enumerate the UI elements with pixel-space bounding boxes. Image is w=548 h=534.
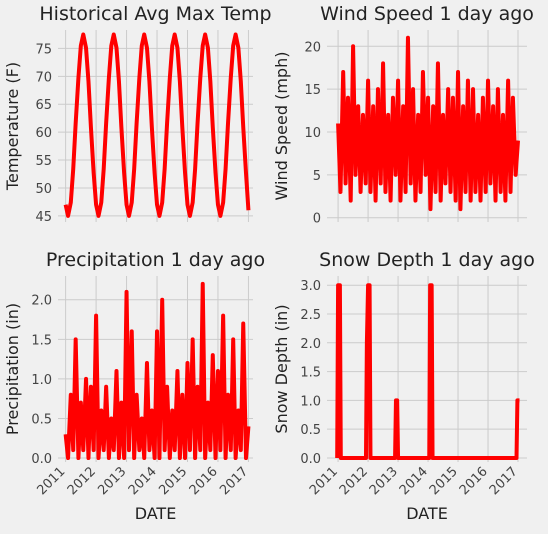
y-tick-label: 75 bbox=[35, 42, 52, 57]
y-tick-label: 10 bbox=[304, 126, 321, 141]
y-tick-label: 2.5 bbox=[300, 308, 321, 323]
y-axis-label: Wind Speed (mph) bbox=[272, 52, 291, 201]
y-tick-label: 1.0 bbox=[300, 394, 321, 409]
data-line bbox=[63, 32, 251, 218]
y-tick-label: 20 bbox=[304, 40, 321, 55]
y-tick-label: 50 bbox=[35, 182, 52, 197]
x-axis-label: DATE bbox=[135, 504, 177, 523]
chart-title: Wind Speed 1 day ago bbox=[320, 3, 534, 25]
y-tick-label: 55 bbox=[35, 154, 52, 169]
data-line bbox=[335, 283, 520, 460]
y-axis-label: Precipitation (in) bbox=[3, 303, 22, 435]
y-tick-label: 65 bbox=[35, 98, 52, 113]
y-tick-label: 15 bbox=[304, 83, 321, 98]
y-tick-label: 0.5 bbox=[300, 423, 321, 438]
y-tick-label: 0.0 bbox=[31, 452, 52, 467]
y-axis-label: Temperature (F) bbox=[3, 62, 22, 191]
y-axis-label: Snow Depth (in) bbox=[272, 304, 291, 433]
y-tick-label: 1.0 bbox=[31, 373, 52, 388]
y-tick-label: 45 bbox=[35, 210, 52, 225]
y-tick-label: 1.5 bbox=[31, 333, 52, 348]
chart-title: Historical Avg Max Temp bbox=[39, 3, 271, 25]
y-tick-label: 0.0 bbox=[300, 452, 321, 467]
y-tick-label: 2.0 bbox=[300, 337, 321, 352]
chart-title: Precipitation 1 day ago bbox=[46, 249, 265, 271]
y-tick-label: 2.0 bbox=[31, 294, 52, 309]
y-tick-label: 3.0 bbox=[300, 279, 321, 294]
data-line bbox=[336, 35, 520, 212]
y-tick-label: 70 bbox=[35, 70, 52, 85]
y-tick-label: 0.5 bbox=[31, 412, 52, 427]
y-tick-label: 5 bbox=[313, 169, 321, 184]
y-tick-label: 60 bbox=[35, 126, 52, 141]
y-tick-label: 1.5 bbox=[300, 366, 321, 381]
y-tick-label: 0 bbox=[313, 212, 321, 227]
chart-title: Snow Depth 1 day ago bbox=[319, 249, 535, 271]
data-line bbox=[63, 281, 251, 461]
x-axis-label: DATE bbox=[406, 504, 448, 523]
